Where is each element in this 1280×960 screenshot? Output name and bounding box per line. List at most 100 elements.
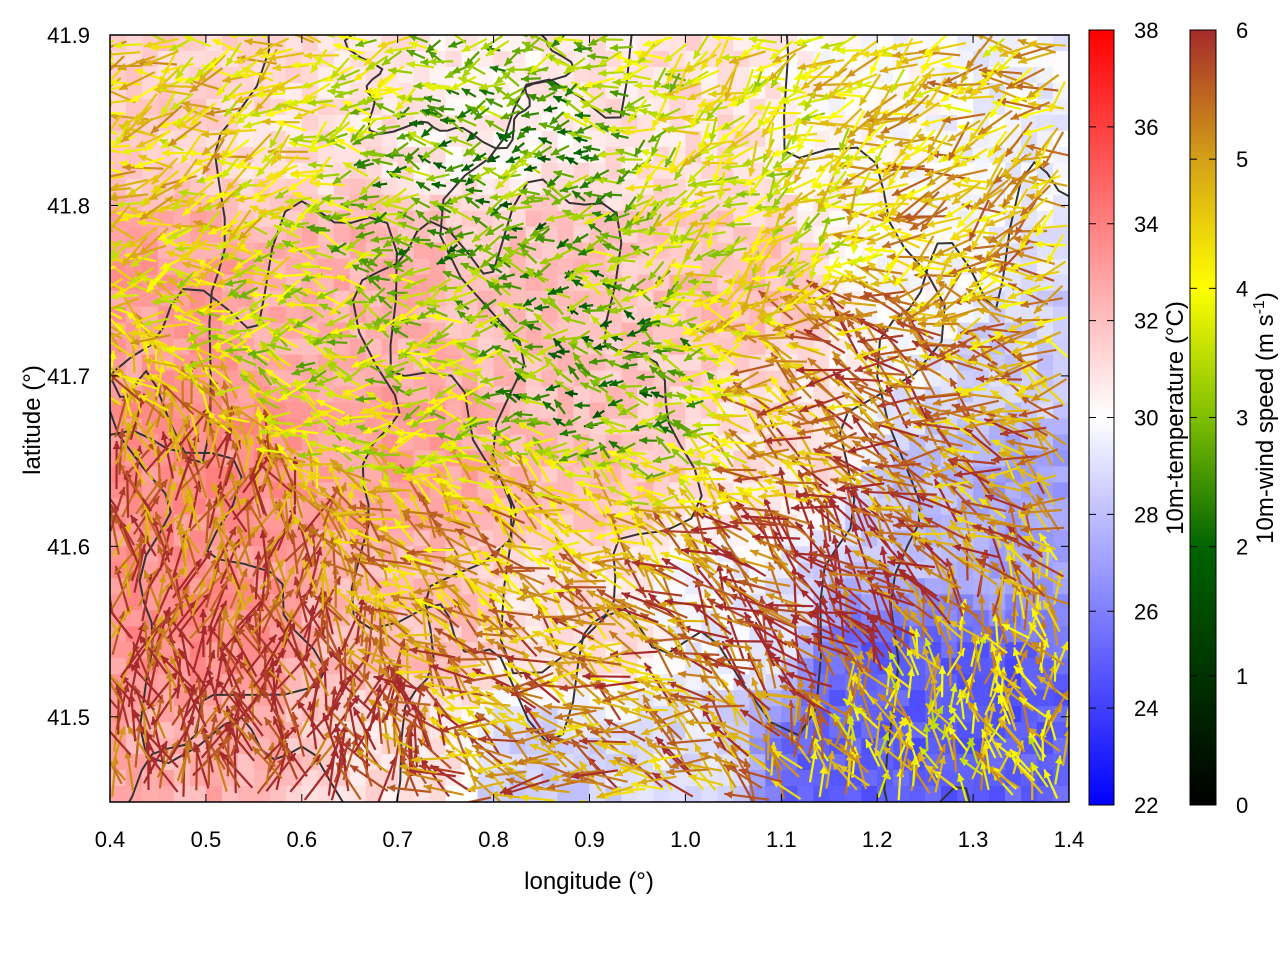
heat-cell [685,130,702,148]
heat-cell [221,35,239,52]
heat-cell [685,98,702,116]
heat-cell [285,402,303,420]
heat-cell [333,338,351,356]
heat-cell [397,114,415,132]
heat-cell [477,114,495,132]
heat-cell [733,35,750,52]
heat-cell [509,434,527,452]
heat-cell [429,67,447,84]
heat-cell [589,162,607,180]
heat-cell [381,98,399,116]
heat-cell [381,178,399,196]
heat-cell [301,114,319,132]
heat-cell [669,242,686,260]
heat-cell [845,786,862,802]
heat-cell [685,610,702,627]
heat-cell [493,146,511,164]
heat-cell [237,770,255,787]
wind-arrow-head [98,749,106,758]
heat-cell [110,642,127,659]
heat-cell [157,786,175,802]
heat-cell [1053,162,1069,180]
heat-cell [445,98,463,116]
heat-cell [461,322,479,340]
heat-cell [749,130,766,148]
heat-cell [765,82,782,100]
heat-cell [1053,114,1069,132]
heat-cell [589,130,607,148]
heat-cell [142,786,159,802]
heat-cell [829,674,846,691]
heat-cell [557,130,575,148]
heat-cell [397,162,415,180]
heat-cell [365,162,383,180]
heat-cell [237,786,255,802]
heat-cell [253,194,271,212]
heat-cell [957,722,974,739]
heat-cell [493,178,511,196]
heat-cell [541,130,559,148]
heat-cell [573,67,591,84]
heat-cell [477,130,495,148]
heat-cell [173,786,191,802]
heat-cell [573,690,591,707]
heat-cell [1053,51,1069,68]
heat-cell [1053,146,1069,164]
heat-cell [413,67,431,84]
heat-cell [541,370,559,388]
heat-cell [1053,418,1069,436]
heat-cell [445,51,463,68]
heat-cell [797,178,814,196]
heat-cell [925,370,942,388]
heat-cell [1053,530,1069,547]
heat-cell [157,146,175,164]
heat-cell [573,162,591,180]
heat-cell [1021,658,1038,675]
heat-cell [205,786,223,802]
heat-cell [1037,786,1054,802]
heat-cell [813,98,830,116]
heat-cell [541,306,559,324]
heat-cell [525,530,543,547]
heat-cell [525,130,543,148]
wind-arrow-head [86,672,94,681]
heat-cell [1021,114,1038,132]
heat-cell [110,67,127,84]
heat-cell [973,35,990,52]
heat-cell [126,98,143,116]
heat-cell [349,82,367,100]
heat-cell [126,51,143,68]
heat-cell [477,67,495,84]
heat-cell [1053,322,1069,340]
heat-cell [1037,130,1054,148]
heat-cell [941,690,958,707]
heat-cell [909,51,926,68]
heat-cell [333,146,351,164]
plot-area [86,35,1069,802]
heat-cell [477,514,495,531]
wind-arrow-head [101,667,108,676]
heat-cell [333,226,351,244]
heat-cell [110,146,127,164]
heat-cell [189,51,207,68]
heat-cell [1053,482,1069,499]
heat-cell [285,354,303,372]
heat-cell [1037,354,1054,372]
heat-cell [126,35,143,52]
heat-cell [189,786,207,802]
heat-cell [861,35,878,52]
heat-cell [1053,35,1069,52]
heat-cell [669,130,686,148]
heat-cell [669,178,686,196]
heat-cell [349,146,367,164]
heat-cell [541,162,559,180]
heat-cell [525,146,543,164]
heat-cell [605,162,623,180]
heat-cell [1053,274,1069,292]
heat-cell [797,51,814,68]
heat-cell [285,146,303,164]
heat-cell [717,226,734,244]
heat-cell [797,162,814,180]
heat-cell [973,98,990,116]
heat-cell [813,130,830,148]
